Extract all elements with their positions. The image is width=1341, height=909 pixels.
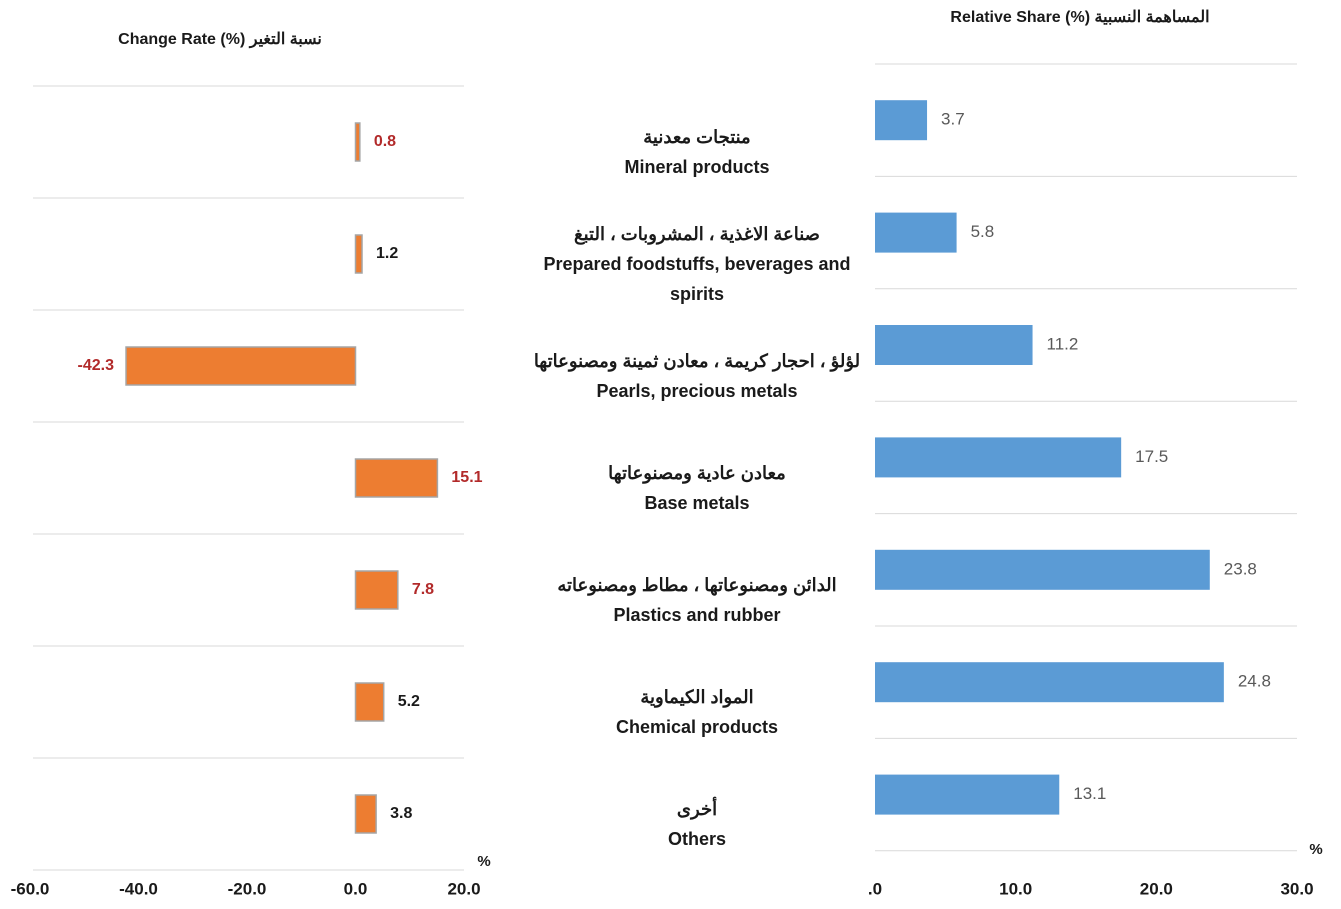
category-english: Others xyxy=(667,829,727,849)
chart-title: Relative Share (%) المساهمة النسبية xyxy=(950,9,1209,26)
x-tick-label: 0.0 xyxy=(344,879,368,898)
category-label: لؤلؤ ، احجار كريمة ، معادن ثمينة ومصنوعا… xyxy=(532,346,862,406)
bar xyxy=(875,437,1122,478)
category-arabic: لؤلؤ ، احجار كريمة ، معادن ثمينة ومصنوعا… xyxy=(533,351,861,371)
value-label: 11.2 xyxy=(1047,334,1079,353)
x-tick-label: 30.0 xyxy=(1280,879,1313,898)
category-arabic: الدائن ومصنوعاتها ، مطاط ومصنوعاته xyxy=(557,575,837,595)
x-tick-label: -20.0 xyxy=(228,879,267,898)
x-tick-label: -40.0 xyxy=(119,879,158,898)
category-arabic: صناعة الاغذية ، المشروبات ، التبغ xyxy=(574,224,820,244)
bar xyxy=(875,212,957,253)
value-label: 7.8 xyxy=(412,581,434,598)
value-label: 1.2 xyxy=(376,245,398,262)
bar xyxy=(354,682,385,722)
category-arabic: المواد الكيماوية xyxy=(640,687,754,707)
category-english: Pearls, precious metals xyxy=(596,381,798,401)
bar xyxy=(354,234,363,274)
value-label: 17.5 xyxy=(1135,447,1168,466)
bar xyxy=(875,549,1210,590)
category-english: Prepared foodstuffs, beverages and spiri… xyxy=(543,254,851,304)
value-label: 23.8 xyxy=(1224,559,1257,578)
x-tick-label: 20.0 xyxy=(447,879,480,898)
bar xyxy=(875,774,1060,815)
bar xyxy=(354,458,439,498)
chart-title: Change Rate (%) نسبة التغير xyxy=(118,31,322,49)
category-label: منتجات معدنية Mineral products xyxy=(532,122,862,182)
category-english: Chemical products xyxy=(615,717,779,737)
category-label: أخرى Others xyxy=(532,794,862,854)
bar xyxy=(875,662,1224,703)
bar xyxy=(354,794,377,834)
axis-unit: % xyxy=(477,853,490,870)
value-label: 0.8 xyxy=(374,133,396,150)
axis-unit: % xyxy=(1309,841,1322,858)
value-label: 5.8 xyxy=(971,222,995,241)
bar xyxy=(354,122,361,162)
value-label: 5.2 xyxy=(398,693,420,710)
x-tick-label: 20.0 xyxy=(1140,879,1173,898)
category-english: Mineral products xyxy=(624,157,770,177)
category-label: صناعة الاغذية ، المشروبات ، التبغ Prepare… xyxy=(532,219,862,309)
value-label: 3.8 xyxy=(390,805,412,822)
x-tick-label: .0 xyxy=(868,879,882,898)
category-english: Plastics and rubber xyxy=(613,605,781,625)
category-arabic: منتجات معدنية xyxy=(643,127,751,147)
bar xyxy=(354,570,399,610)
value-label: 24.8 xyxy=(1238,672,1271,691)
value-label: 13.1 xyxy=(1073,784,1106,803)
bar xyxy=(875,325,1033,365)
category-label: المواد الكيماوية Chemical products xyxy=(532,682,862,742)
category-arabic: معادن عادية ومصنوعاتها xyxy=(608,463,786,483)
bar xyxy=(875,100,928,141)
value-label: 15.1 xyxy=(451,469,482,486)
x-tick-label: -60.0 xyxy=(11,879,50,898)
value-label: 3.7 xyxy=(941,110,965,129)
x-tick-label: 10.0 xyxy=(999,879,1032,898)
category-label: معادن عادية ومصنوعاتها Base metals xyxy=(532,458,862,518)
category-english: Base metals xyxy=(644,493,750,513)
category-arabic: أخرى xyxy=(676,799,718,819)
bar xyxy=(125,346,357,386)
category-label: الدائن ومصنوعاتها ، مطاط ومصنوعاته Plasti… xyxy=(532,570,862,630)
value-label: -42.3 xyxy=(78,357,115,374)
